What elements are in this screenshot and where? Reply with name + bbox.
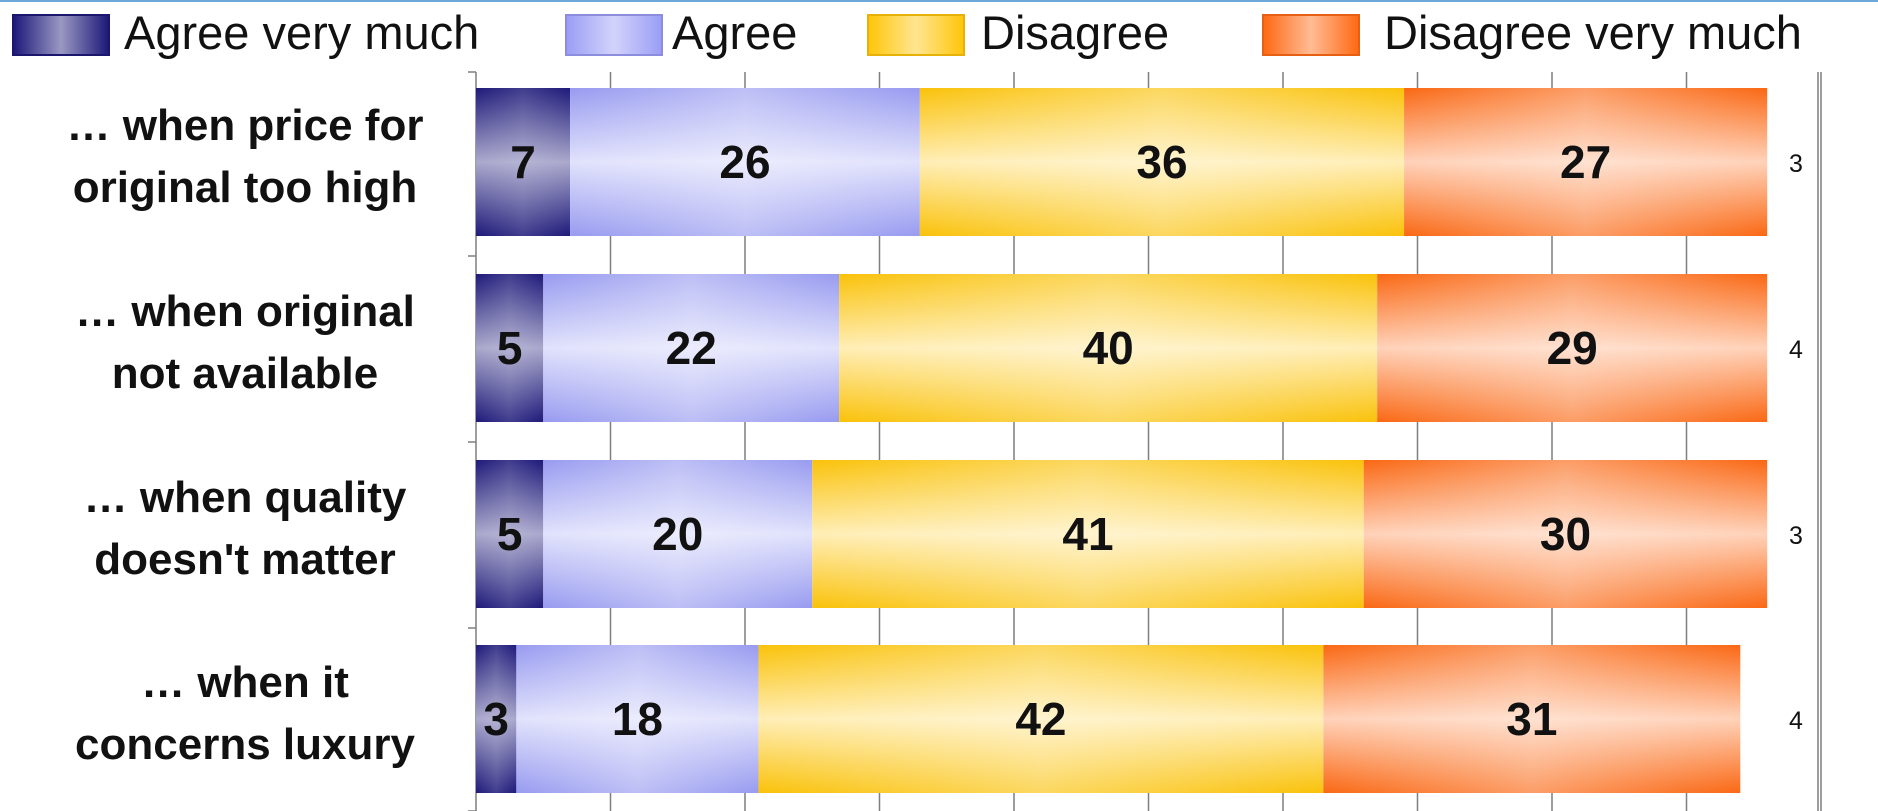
legend-label-agree: Agree <box>672 6 798 59</box>
bar-highlight <box>476 645 517 793</box>
category-label-line: … when it <box>141 658 349 707</box>
bar-highlight <box>476 460 544 608</box>
legend-swatch-agree <box>565 14 663 56</box>
category-label: … when original not available <box>75 287 415 398</box>
category-label-line: not available <box>112 349 379 398</box>
value-label: 41 <box>1062 508 1113 560</box>
bar-highlight <box>839 274 1378 422</box>
value-label: 22 <box>666 322 717 374</box>
chart-labels: 7 26 36 27 3 … when price for original too hig… <box>67 101 1804 769</box>
legend-label-disagree: Disagree <box>981 6 1170 59</box>
bar-highlight <box>1404 88 1768 236</box>
bar-highlight <box>476 88 571 236</box>
bar-highlight <box>543 274 840 422</box>
bar-highlight <box>1363 460 1768 608</box>
bar-highlight <box>758 645 1324 793</box>
value-label: 20 <box>652 508 703 560</box>
legend-label-disagree-very-much: Disagree very much <box>1384 6 1802 59</box>
value-label: 5 <box>497 508 523 560</box>
value-label: 7 <box>510 136 536 188</box>
bar-highlight <box>543 460 813 608</box>
legend-swatch-agree-very-much <box>12 14 110 56</box>
bar-highlight <box>812 460 1364 608</box>
bar-highlight <box>570 88 920 236</box>
value-label: 36 <box>1136 136 1187 188</box>
category-label-line: concerns luxury <box>75 720 415 769</box>
category-label: … when it concerns luxury <box>75 658 415 769</box>
remainder-label: 3 <box>1789 150 1803 178</box>
category-label-line: original too high <box>73 163 418 212</box>
remainder-label: 3 <box>1789 522 1803 550</box>
value-label: 3 <box>483 693 509 745</box>
bar-segments <box>476 88 1768 793</box>
category-label-line: … when original <box>75 287 415 336</box>
value-label: 27 <box>1560 136 1611 188</box>
bar-highlight <box>919 88 1405 236</box>
legend: Agree very much Agree Disagree Disagree … <box>0 0 1878 60</box>
top-border <box>0 0 1878 2</box>
value-label: 18 <box>612 693 663 745</box>
remainder-label: 4 <box>1789 707 1803 735</box>
bar-highlight <box>476 274 544 422</box>
bar-highlight <box>1323 645 1741 793</box>
value-label: 29 <box>1547 322 1598 374</box>
legend-swatch-disagree-very-much <box>1262 14 1360 56</box>
value-label: 31 <box>1506 693 1557 745</box>
legend-label-agree-very-much: Agree very much <box>124 6 480 59</box>
value-label: 40 <box>1083 322 1134 374</box>
category-label-line: doesn't matter <box>94 535 395 584</box>
value-label: 42 <box>1015 693 1066 745</box>
value-label: 30 <box>1540 508 1591 560</box>
category-label-line: … when price for <box>67 101 424 150</box>
category-label-line: … when quality <box>84 473 407 522</box>
legend-swatch-disagree <box>867 14 965 56</box>
remainder-label: 4 <box>1789 336 1803 364</box>
bar-highlight <box>516 645 759 793</box>
value-label: 26 <box>719 136 770 188</box>
category-label: … when price for original too high <box>67 101 424 212</box>
value-label: 5 <box>497 322 523 374</box>
category-label: … when quality doesn't matter <box>84 473 407 584</box>
bar-highlight <box>1377 274 1768 422</box>
